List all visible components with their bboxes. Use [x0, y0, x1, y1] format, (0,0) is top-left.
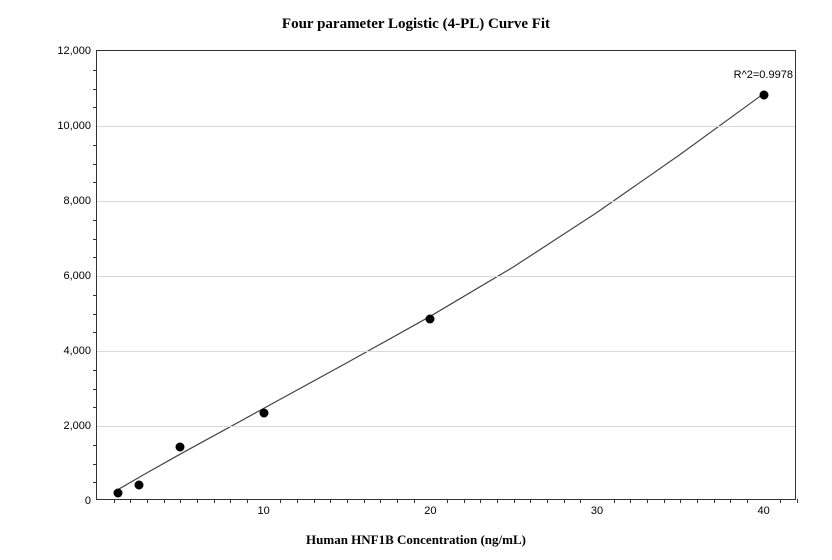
- y-minor-tick: [93, 464, 97, 465]
- x-minor-tick: [747, 499, 748, 503]
- x-minor-tick: [280, 499, 281, 503]
- chart-title: Four parameter Logistic (4-PL) Curve Fit: [0, 16, 832, 33]
- x-minor-tick: [530, 499, 531, 503]
- x-minor-tick: [180, 499, 181, 503]
- x-minor-tick: [547, 499, 548, 503]
- x-minor-tick: [614, 499, 615, 503]
- x-minor-tick: [364, 499, 365, 503]
- x-minor-tick: [380, 499, 381, 503]
- grid-line: [97, 201, 795, 202]
- y-minor-tick: [93, 445, 97, 446]
- x-minor-tick: [114, 499, 115, 503]
- y-tick-label: 8,000: [63, 195, 97, 207]
- x-minor-tick: [630, 499, 631, 503]
- x-minor-tick: [447, 499, 448, 503]
- y-minor-tick: [93, 182, 97, 183]
- y-minor-tick: [93, 482, 97, 483]
- grid-line: [97, 276, 795, 277]
- x-minor-tick: [397, 499, 398, 503]
- y-minor-tick: [93, 164, 97, 165]
- x-minor-tick: [347, 499, 348, 503]
- x-minor-tick: [314, 499, 315, 503]
- x-minor-tick: [130, 499, 131, 503]
- x-minor-tick: [247, 499, 248, 503]
- x-minor-tick: [464, 499, 465, 503]
- x-minor-tick: [197, 499, 198, 503]
- x-minor-tick: [214, 499, 215, 503]
- x-minor-tick: [330, 499, 331, 503]
- x-axis-label: Human HNF1B Concentration (ng/mL): [0, 532, 832, 548]
- data-point: [426, 315, 435, 324]
- y-tick-label: 12,000: [57, 45, 97, 57]
- chart-container: Four parameter Logistic (4-PL) Curve Fit…: [0, 0, 832, 560]
- data-point: [134, 480, 143, 489]
- y-tick-label: 4,000: [63, 345, 97, 357]
- x-tick-label: 10: [258, 499, 270, 517]
- x-minor-tick: [564, 499, 565, 503]
- y-minor-tick: [93, 389, 97, 390]
- y-tick-label: 2,000: [63, 420, 97, 432]
- grid-line: [97, 351, 795, 352]
- plot-area: R^2=0.9978 02,0004,0006,0008,00010,00012…: [96, 50, 796, 500]
- x-minor-tick: [664, 499, 665, 503]
- data-point: [176, 442, 185, 451]
- data-point: [259, 408, 268, 417]
- x-minor-tick: [680, 499, 681, 503]
- data-point: [113, 488, 122, 497]
- x-minor-tick: [497, 499, 498, 503]
- x-minor-tick: [797, 499, 798, 503]
- y-minor-tick: [93, 257, 97, 258]
- x-minor-tick: [480, 499, 481, 503]
- r-squared-annotation: R^2=0.9978: [734, 69, 793, 81]
- x-minor-tick: [697, 499, 698, 503]
- y-minor-tick: [93, 332, 97, 333]
- x-minor-tick: [297, 499, 298, 503]
- x-tick-label: 40: [758, 499, 770, 517]
- y-minor-tick: [93, 407, 97, 408]
- y-minor-tick: [93, 295, 97, 296]
- y-minor-tick: [93, 220, 97, 221]
- y-tick-label: 10,000: [57, 120, 97, 132]
- y-minor-tick: [93, 107, 97, 108]
- y-tick-label: 6,000: [63, 270, 97, 282]
- x-minor-tick: [147, 499, 148, 503]
- y-minor-tick: [93, 370, 97, 371]
- x-minor-tick: [230, 499, 231, 503]
- data-point: [759, 91, 768, 100]
- y-minor-tick: [93, 89, 97, 90]
- x-minor-tick: [730, 499, 731, 503]
- y-minor-tick: [93, 314, 97, 315]
- x-minor-tick: [780, 499, 781, 503]
- x-minor-tick: [580, 499, 581, 503]
- x-minor-tick: [164, 499, 165, 503]
- x-tick-label: 20: [424, 499, 436, 517]
- y-minor-tick: [93, 239, 97, 240]
- x-minor-tick: [514, 499, 515, 503]
- x-tick-label: 30: [591, 499, 603, 517]
- x-minor-tick: [714, 499, 715, 503]
- y-minor-tick: [93, 145, 97, 146]
- y-minor-tick: [93, 70, 97, 71]
- x-minor-tick: [647, 499, 648, 503]
- fit-curve: [97, 51, 795, 499]
- y-tick-label: 0: [85, 495, 97, 507]
- grid-line: [97, 126, 795, 127]
- grid-line: [97, 426, 795, 427]
- x-minor-tick: [414, 499, 415, 503]
